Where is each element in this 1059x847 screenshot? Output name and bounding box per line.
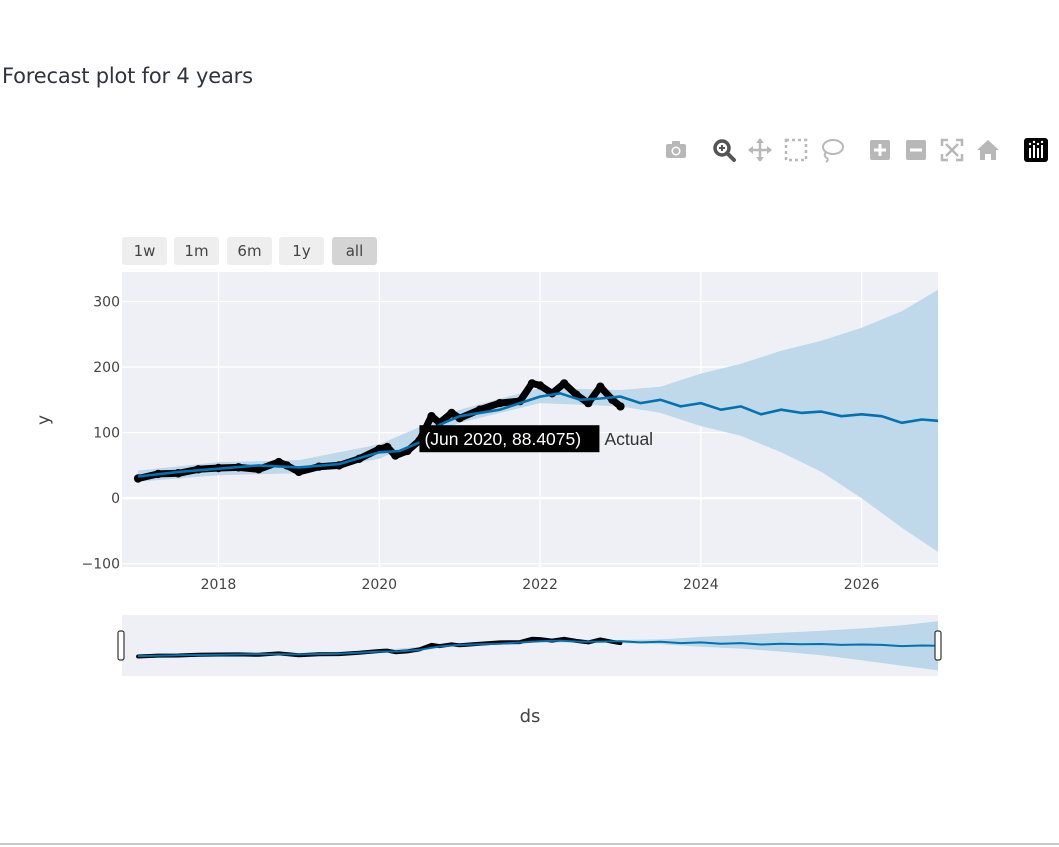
page-divider [0, 843, 1059, 845]
box-select-icon[interactable] [782, 136, 810, 164]
range-button-1m[interactable]: 1m [174, 237, 219, 265]
range-slider-right-handle[interactable] [934, 630, 942, 661]
range-button-6m[interactable]: 6m [227, 237, 272, 265]
actual-point [596, 382, 605, 391]
zoom-in-icon[interactable] [866, 136, 894, 164]
actual-point [447, 408, 456, 418]
x-axis-label: ds [520, 706, 541, 727]
uncertainty-band [138, 289, 939, 552]
lasso-icon[interactable] [818, 136, 846, 164]
y-tick-label: 200 [93, 360, 120, 376]
actual-point [274, 457, 283, 467]
range-slider[interactable] [117, 615, 942, 676]
actual-point [616, 402, 625, 411]
y-tick-label: 300 [93, 295, 120, 311]
actual-point [584, 398, 593, 408]
y-tick-label: 100 [93, 426, 120, 442]
actual-point [294, 467, 304, 477]
tooltip-series-name: Actual [604, 429, 653, 449]
range-slider-left-handle[interactable] [117, 630, 125, 661]
actual-point [495, 398, 505, 408]
range-slider-forecast [138, 639, 939, 658]
hover-tooltip: (Jun 2020, 88.4075) Actual [419, 425, 653, 453]
actual-point [427, 412, 436, 421]
x-tick-label: 2022 [522, 577, 558, 593]
y-tick-labels: −100 0 100 200 300 [82, 295, 120, 573]
y-tick-label: 0 [111, 491, 120, 507]
x-tick-label: 2026 [844, 577, 880, 593]
forecast-line [137, 392, 939, 478]
range-button-1y[interactable]: 1y [279, 237, 324, 265]
tooltip-box [419, 425, 600, 453]
pan-icon[interactable] [746, 136, 774, 164]
range-button-1w[interactable]: 1w [122, 237, 167, 265]
x-tick-labels: 2018 2020 2022 2024 2026 [201, 577, 880, 593]
autoscale-icon[interactable] [938, 136, 966, 164]
actual-point [535, 381, 545, 390]
y-axis-label: y [34, 415, 54, 425]
tooltip-value: (Jun 2020, 88.4075) [424, 429, 581, 449]
zoom-icon[interactable] [710, 136, 738, 164]
camera-icon[interactable] [662, 136, 690, 164]
forecast-line-group [137, 392, 939, 478]
x-tick-label: 2020 [361, 577, 397, 593]
x-tick-label: 2018 [201, 577, 237, 593]
page-title: Forecast plot for 4 years [2, 64, 253, 88]
actual-point [527, 379, 537, 388]
plotly-logo-icon[interactable] [1022, 136, 1050, 164]
actual-point [383, 442, 392, 452]
uncertainty-band-group [138, 289, 939, 552]
slider-forecast-line [138, 639, 939, 658]
slider-uncertainty-band [138, 621, 939, 671]
range-button-all[interactable]: all [332, 237, 377, 265]
y-tick-label: −100 [82, 557, 120, 573]
range-slider-band [138, 621, 939, 671]
reset-axes-icon[interactable] [974, 136, 1002, 164]
actual-point [254, 465, 263, 474]
actual-point [559, 379, 569, 388]
x-tick-label: 2024 [683, 577, 719, 593]
zoom-out-icon[interactable] [902, 136, 930, 164]
actual-point [391, 451, 400, 460]
modebar [660, 136, 1052, 164]
